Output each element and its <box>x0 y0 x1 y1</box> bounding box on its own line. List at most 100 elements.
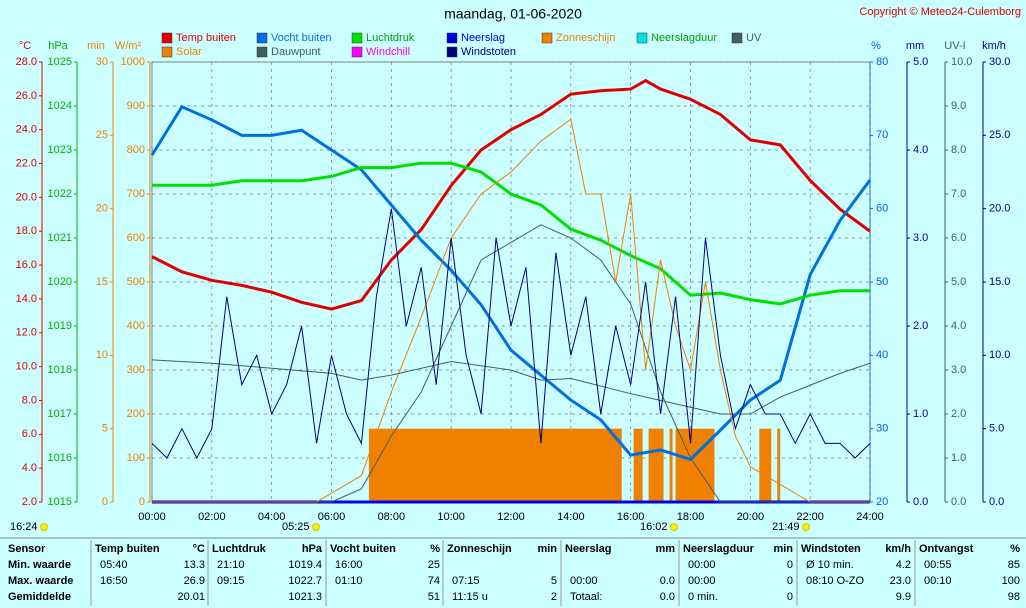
legend-swatch <box>636 32 648 44</box>
table-cell: Totaal: <box>570 591 602 603</box>
legend-swatch <box>731 32 743 44</box>
y-tick-label: 5.0 <box>989 423 1004 435</box>
y-tick-label: 1023 <box>48 144 72 156</box>
y-tick-label: 500 <box>127 276 145 288</box>
y-tick-label: 6.0 <box>951 232 966 244</box>
axis-unit: mm <box>906 40 924 52</box>
y-tick-label: 1018 <box>48 364 72 376</box>
legend-swatch <box>161 46 173 58</box>
column-unit: % <box>430 543 440 555</box>
x-tick-label: 02:00 <box>198 511 226 523</box>
y-tick-label: 1000 <box>121 56 145 68</box>
column-header: Vocht buiten <box>330 543 396 555</box>
legend-label: Neerslagduur <box>651 32 717 44</box>
chart-title: maandag, 01-06-2020 <box>444 6 582 22</box>
y-tick-label: 50 <box>876 276 888 288</box>
legend-label: Solar <box>176 46 202 58</box>
y-tick-label: 5 <box>102 423 108 435</box>
table-cell: 2 <box>551 591 557 603</box>
y-tick-label: 1016 <box>48 452 72 464</box>
legend-label: Vocht buiten <box>271 32 332 44</box>
legend-label: Windstoten <box>461 46 516 58</box>
y-tick-label: 9.0 <box>951 100 966 112</box>
y-tick-label: 80 <box>876 56 888 68</box>
series-line <box>150 104 872 462</box>
y-tick-label: 700 <box>127 188 145 200</box>
table-cell: 0 <box>787 575 793 587</box>
y-tick-label: 22.0 <box>16 157 37 169</box>
table-bg <box>0 538 1026 608</box>
table-cell: 23.0 <box>890 575 911 587</box>
table-cell: 0.0 <box>660 575 675 587</box>
y-tick-label: 15.0 <box>989 276 1010 288</box>
y-tick-label: 4.0 <box>913 144 928 156</box>
y-tick-label: 100 <box>127 452 145 464</box>
y-tick-label: 1021 <box>48 232 72 244</box>
y-tick-label: 0 <box>102 496 108 508</box>
y-tick-label: 16.0 <box>16 259 37 271</box>
y-tick-label: 26.0 <box>16 90 37 102</box>
y-tick-label: 10 <box>96 349 108 361</box>
x-tick-label: 12:00 <box>497 511 525 523</box>
column-unit: hPa <box>302 543 323 555</box>
table-cell: 00:00 <box>688 575 716 587</box>
series-line <box>151 359 871 415</box>
y-tick-label: 1015 <box>48 496 72 508</box>
sun-icon <box>670 523 678 531</box>
table-cell: 0 <box>787 559 793 571</box>
table-cell: 05:40 <box>100 559 128 571</box>
column-header: Temp buiten <box>95 543 160 555</box>
table-cell: 09:15 <box>217 575 245 587</box>
y-tick-label: 40 <box>876 349 888 361</box>
y-tick-label: 30 <box>96 56 108 68</box>
sun-moon-time: 05:25 <box>282 521 310 533</box>
row-label: Min. waarde <box>8 559 71 571</box>
x-tick-label: 24:00 <box>856 511 884 523</box>
row-label: Max. waarde <box>8 575 73 587</box>
table-cell: 16:50 <box>100 575 128 587</box>
y-tick-label: 1024 <box>48 100 72 112</box>
column-unit: min <box>537 543 557 555</box>
axis-unit: km/h <box>982 40 1006 52</box>
x-tick-label: 06:00 <box>318 511 346 523</box>
y-tick-label: 5.0 <box>951 276 966 288</box>
table-cell: 1019.4 <box>288 559 322 571</box>
y-tick-label: 24.0 <box>16 124 37 136</box>
x-tick-label: 14:00 <box>557 511 585 523</box>
column-unit: °C <box>193 543 205 555</box>
axis-unit: min <box>87 40 105 52</box>
sunshine-bar <box>648 428 664 502</box>
y-tick-label: 20.0 <box>16 191 37 203</box>
table-cell: 00:55 <box>924 559 952 571</box>
x-tick-label: 08:00 <box>378 511 406 523</box>
y-tick-label: 25 <box>96 129 108 141</box>
table-cell: 4.2 <box>896 559 911 571</box>
legend-swatch <box>256 46 268 58</box>
sun-icon <box>312 523 320 531</box>
column-header: Windstoten <box>801 543 861 555</box>
sun-icon <box>40 523 48 531</box>
y-tick-label: 1020 <box>48 276 72 288</box>
sunshine-bar <box>759 428 772 502</box>
column-unit: % <box>1010 543 1020 555</box>
axis-unit: W/m² <box>115 40 142 52</box>
table-cell: 100 <box>1002 575 1020 587</box>
table-cell: 74 <box>428 575 440 587</box>
series-line <box>151 208 871 460</box>
table-cell: 11:15 u <box>452 591 488 603</box>
legend-label: Neerslag <box>461 32 505 44</box>
y-tick-label: 25.0 <box>989 129 1010 141</box>
y-tick-label: 1019 <box>48 320 72 332</box>
table-cell: 00:00 <box>570 575 598 587</box>
y-tick-label: 1025 <box>48 56 72 68</box>
y-tick-label: 3.0 <box>913 232 928 244</box>
column-header: Neerslag <box>565 543 611 555</box>
table-cell: 25 <box>428 559 440 571</box>
column-header: Neerslagduur <box>683 543 755 555</box>
legend-swatch <box>161 32 173 44</box>
sun-moon-time: 21:49 <box>772 521 800 533</box>
table-cell: 07:15 <box>452 575 480 587</box>
x-tick-label: 04:00 <box>258 511 286 523</box>
table-cell: Ø 10 min. <box>806 559 854 571</box>
